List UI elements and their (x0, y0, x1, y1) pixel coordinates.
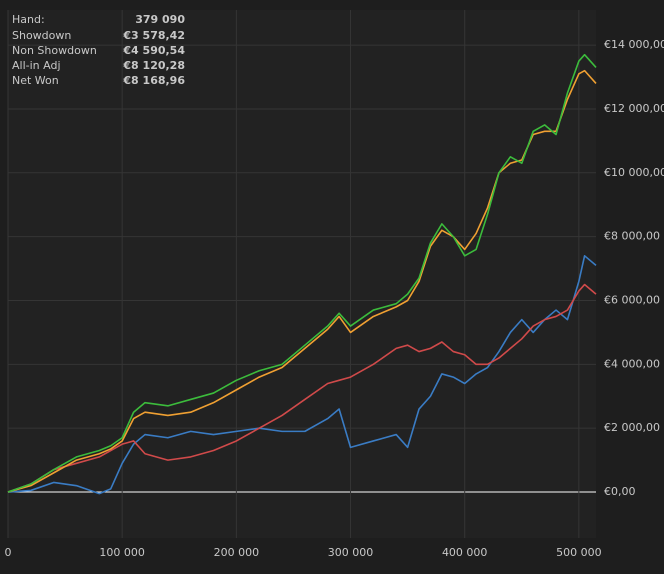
plot-area (8, 10, 596, 538)
legend-value: €8 168,96 (122, 74, 185, 87)
x-tick-label: 500 000 (556, 546, 602, 559)
legend-value: €4 590,54 (122, 44, 185, 57)
legend-value: €8 120,28 (122, 59, 185, 72)
x-tick-label: 400 000 (442, 546, 488, 559)
y-tick-label: €12 000,00 (604, 102, 664, 115)
series-line (7, 283, 597, 493)
legend-label: Showdown (12, 29, 71, 42)
x-tick-label: 100 000 (99, 546, 145, 559)
y-tick-label: €4 000,00 (604, 357, 660, 370)
y-tick-label: €14 000,00 (604, 38, 664, 51)
hover-label: Hand: (12, 13, 45, 26)
legend-label: Non Showdown (12, 44, 97, 57)
y-tick-label: €2 000,00 (604, 421, 660, 434)
hover-value: 379 090 (135, 13, 185, 26)
legend-value: €3 578,42 (122, 29, 185, 42)
legend-label: All-in Adj (12, 59, 61, 72)
y-tick-label: €10 000,00 (604, 166, 664, 179)
x-tick-label: 0 (5, 546, 12, 559)
y-tick-label: €6 000,00 (604, 293, 660, 306)
x-tick-label: 300 000 (328, 546, 374, 559)
lines (7, 53, 597, 495)
grid (7, 10, 596, 538)
y-tick-label: €0,00 (604, 485, 636, 498)
hover-info: Hand: 379 090 Showdown €3 578,42 Non Showd… (12, 13, 185, 87)
series-line (7, 255, 597, 495)
x-tick-label: 200 000 (214, 546, 260, 559)
legend-label: Net Won (12, 74, 59, 87)
y-tick-label: €8 000,00 (604, 230, 660, 243)
series-line (7, 53, 597, 493)
